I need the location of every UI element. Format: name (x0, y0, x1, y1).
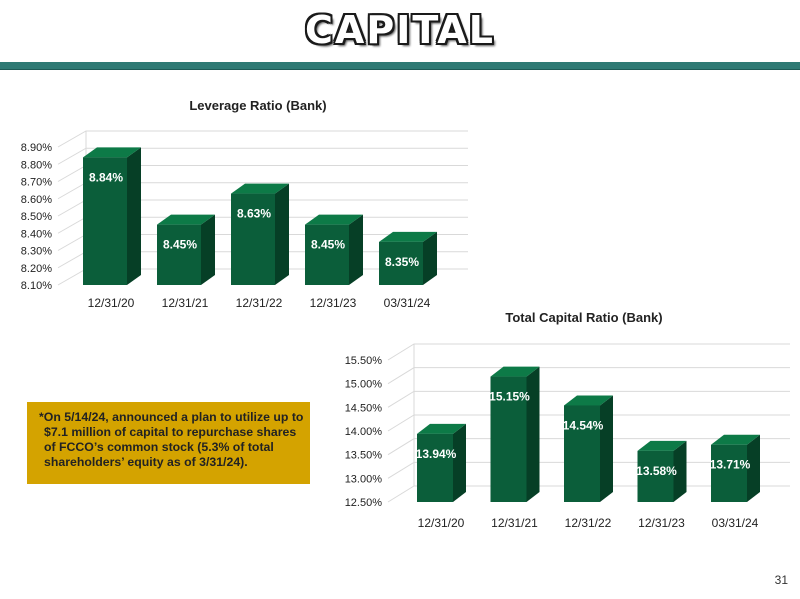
x-category-label: 12/31/23 (638, 516, 685, 530)
bar-12-31-21 (157, 214, 215, 285)
data-label: 8.35% (385, 255, 419, 269)
bar-side (747, 434, 760, 502)
y-tick-label: 8.40% (21, 228, 52, 240)
bar-12-31-20 (83, 147, 141, 285)
bar-top (417, 423, 466, 434)
bar-front (564, 405, 600, 502)
data-label: 13.94% (416, 447, 457, 461)
bar-front (83, 157, 127, 285)
y-tick-label: 13.50% (345, 450, 383, 462)
bar-side (349, 214, 363, 285)
bar-top (637, 440, 687, 451)
gridline (57, 130, 468, 148)
bar-top (379, 231, 437, 242)
y-tick-label: 8.80% (21, 159, 52, 171)
bar-top (83, 147, 141, 158)
bar-front (231, 193, 275, 285)
bar-front (711, 444, 747, 502)
bar-top (711, 434, 760, 445)
data-label: 8.45% (311, 238, 345, 252)
y-tick-label: 14.50% (345, 402, 383, 414)
slide-title: CAPITAL (305, 8, 495, 52)
bar-side (673, 440, 687, 502)
bar-side (127, 147, 141, 285)
bar-12-31-23 (305, 214, 363, 285)
bar-side (600, 395, 613, 502)
bar-12-31-22 (564, 395, 613, 502)
data-label: 15.15% (489, 390, 530, 404)
bar-front (157, 224, 201, 285)
gridline (387, 367, 790, 385)
bar-03-31-24 (711, 434, 760, 502)
data-label: 8.45% (163, 238, 197, 252)
bar-top (231, 183, 289, 194)
bar-03-31-24 (379, 231, 437, 285)
gridline (387, 343, 790, 361)
repurchase-note-box: *On 5/14/24, announced a plan to utilize… (27, 402, 310, 484)
x-category-label: 12/31/20 (88, 296, 135, 310)
bar-top (305, 214, 363, 225)
y-tick-label: 8.60% (21, 194, 52, 206)
x-category-label: 03/31/24 (384, 296, 431, 310)
repurchase-note-text: *On 5/14/24, announced a plan to utilize… (39, 410, 304, 469)
x-category-label: 12/31/22 (565, 516, 612, 530)
data-label: 14.54% (563, 418, 604, 432)
data-label: 8.63% (237, 207, 271, 221)
data-label: 8.84% (89, 170, 123, 184)
bar-side (275, 183, 289, 285)
data-label: 13.58% (636, 464, 677, 478)
bar-top (564, 395, 613, 406)
y-tick-label: 15.00% (345, 379, 383, 391)
bar-front (379, 241, 423, 285)
y-tick-label: 13.00% (345, 473, 383, 485)
bar-front (417, 433, 453, 502)
data-label: 13.71% (710, 458, 751, 472)
bar-side (423, 231, 437, 285)
y-tick-label: 8.10% (21, 280, 52, 292)
y-tick-label: 15.50% (345, 355, 383, 367)
page-number: 31 (774, 573, 788, 587)
y-tick-label: 8.20% (21, 263, 52, 275)
bar-side (453, 423, 466, 502)
y-tick-label: 8.50% (21, 211, 52, 223)
chart-title: Total Capital Ratio (Bank) (505, 310, 662, 325)
x-category-label: 12/31/23 (310, 296, 357, 310)
x-category-label: 12/31/21 (491, 516, 538, 530)
bar-12-31-23 (637, 440, 687, 502)
bar-front (490, 376, 527, 502)
y-tick-label: 14.00% (345, 426, 383, 438)
bar-side (526, 366, 540, 502)
y-tick-label: 12.50% (345, 497, 383, 509)
bar-side (201, 214, 215, 285)
total-capital-ratio-chart: Total Capital Ratio (Bank) 12.50% 13.00% 13… (345, 310, 790, 530)
bar-front (305, 224, 349, 285)
x-category-label: 03/31/24 (712, 516, 759, 530)
y-tick-label: 8.90% (21, 142, 52, 154)
bar-12-31-21 (490, 366, 540, 502)
chart-title: Leverage Ratio (Bank) (189, 98, 326, 113)
leverage-ratio-chart: Leverage Ratio (Bank) 8.10% 8.20% 8.30% 8.40… (21, 98, 468, 310)
bar-12-31-20 (417, 423, 466, 502)
bar-front (637, 450, 674, 502)
y-tick-label: 8.30% (21, 246, 52, 258)
x-category-label: 12/31/21 (162, 296, 209, 310)
bar-top (490, 366, 540, 377)
y-tick-label: 8.70% (21, 177, 52, 189)
title-divider (0, 62, 800, 70)
x-category-label: 12/31/20 (418, 516, 465, 530)
x-category-label: 12/31/22 (236, 296, 283, 310)
bar-12-31-22 (231, 183, 289, 285)
bar-top (157, 214, 215, 225)
